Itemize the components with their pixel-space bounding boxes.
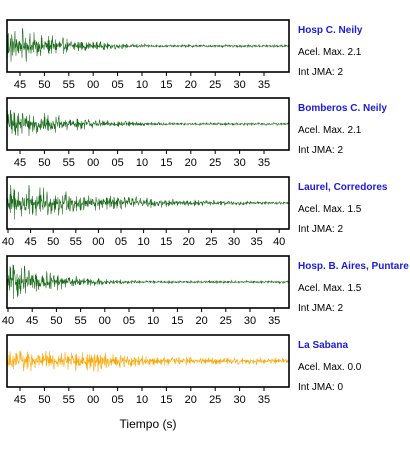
tick-label-1-8: 25 (209, 157, 221, 169)
int-jma-3: Int JMA: 2 (298, 303, 343, 314)
waveform-1 (6, 109, 290, 140)
tick-label-1-6: 15 (160, 157, 172, 169)
tick-label-3-4: 00 (99, 315, 111, 327)
int-jma-4: Int JMA: 0 (298, 382, 343, 393)
waveform-4 (6, 350, 290, 373)
tick-label-2-2: 50 (47, 236, 59, 248)
station-name-2: Laurel, Corredores (298, 182, 388, 193)
tick-label-2-5: 05 (115, 236, 127, 248)
tick-label-0-4: 05 (111, 79, 123, 91)
tick-label-2-3: 55 (70, 236, 82, 248)
tick-label-2-11: 35 (250, 236, 262, 248)
tick-label-2-4: 00 (92, 236, 104, 248)
panel-0: 45 50 55 00 05 10 15 20 25 30 35 Hosp C. Neily Acel.… (6, 19, 363, 91)
panel-frame-2 (6, 176, 290, 230)
tick-label-4-4: 05 (111, 394, 123, 406)
waveform-3 (6, 264, 290, 300)
station-name-1: Bomberos C. Neily (298, 103, 387, 114)
tick-label-4-8: 25 (209, 394, 221, 406)
int-jma-2: Int JMA: 2 (298, 224, 343, 235)
station-name-0: Hosp C. Neily (298, 25, 363, 36)
tick-label-4-0: 45 (14, 394, 26, 406)
tick-label-1-0: 45 (14, 157, 26, 169)
tick-label-1-9: 30 (233, 157, 245, 169)
acel-max-1: Acel. Max. 2.1 (298, 125, 362, 136)
tick-label-3-1: 45 (26, 315, 38, 327)
tick-label-4-5: 10 (136, 394, 148, 406)
tick-label-2-9: 25 (205, 236, 217, 248)
tick-label-0-7: 20 (185, 79, 197, 91)
tick-label-0-10: 35 (258, 79, 270, 91)
tick-label-2-6: 10 (137, 236, 149, 248)
tick-label-2-12: 40 (273, 236, 285, 248)
tick-label-4-9: 30 (233, 394, 245, 406)
tick-label-3-11: 35 (268, 315, 280, 327)
tick-label-4-1: 50 (38, 394, 50, 406)
panels-layer: 45 50 55 00 05 10 15 20 25 30 35 Hosp C. Neily Acel.… (2, 19, 409, 406)
station-name-3: Hosp. B. Aires, Puntare (298, 261, 409, 272)
tick-label-4-10: 35 (258, 394, 270, 406)
waveform-2 (6, 184, 290, 220)
panel-1: 45 50 55 00 05 10 15 20 25 30 35 Bomberos C. Neily A… (6, 97, 387, 169)
tick-label-2-7: 15 (160, 236, 172, 248)
panel-frame-4 (6, 334, 290, 388)
tick-label-2-1: 45 (24, 236, 36, 248)
acel-max-4: Acel. Max. 0.0 (298, 362, 362, 373)
tick-label-3-5: 05 (123, 315, 135, 327)
tick-label-0-1: 50 (38, 79, 50, 91)
tick-label-0-3: 00 (87, 79, 99, 91)
tick-label-0-8: 25 (209, 79, 221, 91)
tick-label-2-8: 20 (183, 236, 195, 248)
tick-label-4-3: 00 (87, 394, 99, 406)
tick-label-3-0: 40 (2, 315, 14, 327)
x-axis-title: Tiempo (s) (120, 417, 177, 431)
acel-max-3: Acel. Max. 1.5 (298, 283, 362, 294)
int-jma-1: Int JMA: 2 (298, 145, 343, 156)
tick-label-3-9: 25 (220, 315, 232, 327)
waveform-0 (6, 28, 290, 62)
panel-frame-3 (6, 255, 290, 309)
tick-label-4-2: 55 (63, 394, 75, 406)
panel-2: 40 45 50 55 00 05 10 15 20 25 30 35 40 Laurel, Corred… (2, 176, 388, 248)
tick-label-3-8: 20 (195, 315, 207, 327)
tick-label-0-9: 30 (233, 79, 245, 91)
tick-label-4-6: 15 (160, 394, 172, 406)
tick-label-0-0: 45 (14, 79, 26, 91)
panel-frame-0 (6, 19, 290, 73)
station-name-4: La Sabana (298, 340, 348, 351)
tick-label-1-5: 10 (136, 157, 148, 169)
panel-3: 40 45 50 55 00 05 10 15 20 25 30 35 Hosp. B. Aires, … (2, 255, 409, 327)
tick-label-3-10: 30 (244, 315, 256, 327)
acel-max-2: Acel. Max. 1.5 (298, 204, 362, 215)
tick-label-3-3: 55 (74, 315, 86, 327)
tick-label-1-3: 00 (87, 157, 99, 169)
tick-label-0-2: 55 (63, 79, 75, 91)
panel-frame-1 (6, 97, 290, 151)
panel-4: 45 50 55 00 05 10 15 20 25 30 35 La Sabana Acel. Max… (6, 334, 362, 406)
tick-label-1-7: 20 (185, 157, 197, 169)
tick-label-1-10: 35 (258, 157, 270, 169)
tick-label-1-4: 05 (111, 157, 123, 169)
tick-label-4-7: 20 (185, 394, 197, 406)
int-jma-0: Int JMA: 2 (298, 67, 343, 78)
tick-label-2-10: 30 (228, 236, 240, 248)
tick-label-0-5: 10 (136, 79, 148, 91)
tick-label-3-6: 10 (147, 315, 159, 327)
tick-label-0-6: 15 (160, 79, 172, 91)
tick-label-1-2: 55 (63, 157, 75, 169)
tick-label-3-2: 50 (50, 315, 62, 327)
tick-label-2-0: 40 (2, 236, 14, 248)
tick-label-3-7: 15 (171, 315, 183, 327)
tick-label-1-1: 50 (38, 157, 50, 169)
acel-max-0: Acel. Max. 2.1 (298, 47, 362, 58)
